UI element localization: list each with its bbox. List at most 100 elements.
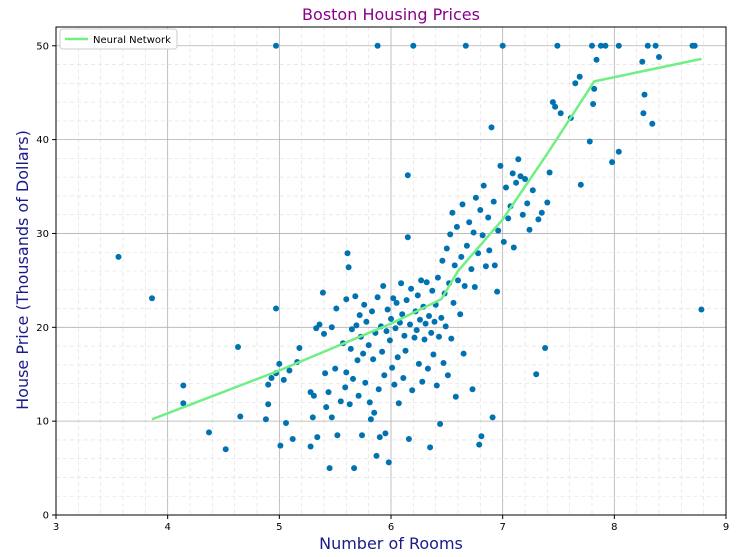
- data-point: [391, 381, 398, 388]
- data-point: [348, 326, 355, 333]
- data-point: [426, 313, 432, 319]
- data-point: [458, 253, 465, 260]
- data-point: [325, 389, 332, 396]
- data-point: [386, 337, 393, 344]
- data-point: [519, 211, 526, 218]
- data-point: [495, 227, 502, 234]
- data-point: [382, 430, 389, 437]
- data-point: [652, 42, 659, 49]
- data-point: [322, 370, 329, 377]
- data-point: [463, 242, 470, 249]
- data-point: [438, 314, 445, 321]
- data-point: [375, 386, 382, 393]
- data-point: [265, 381, 272, 388]
- data-point: [415, 360, 422, 367]
- data-point: [609, 159, 616, 166]
- data-point: [513, 179, 520, 186]
- data-point: [369, 308, 375, 315]
- data-point: [307, 443, 314, 450]
- data-point: [424, 365, 431, 372]
- data-point: [180, 382, 187, 389]
- data-point: [410, 42, 417, 49]
- data-point: [698, 306, 705, 313]
- data-point: [515, 156, 522, 163]
- data-point: [421, 336, 428, 343]
- data-point: [276, 360, 283, 367]
- data-point: [505, 215, 512, 222]
- data-point: [526, 226, 533, 233]
- data-point: [385, 459, 392, 466]
- data-point: [344, 250, 351, 257]
- data-point: [334, 432, 341, 439]
- data-point: [482, 263, 489, 270]
- data-point: [365, 342, 372, 349]
- data-point: [296, 345, 303, 351]
- data-point: [494, 288, 501, 295]
- x-tick-label: 7: [499, 522, 505, 533]
- data-point: [576, 73, 583, 80]
- data-point: [328, 324, 335, 331]
- data-point: [433, 382, 440, 389]
- data-point: [440, 360, 447, 366]
- data-point: [402, 347, 409, 354]
- data-point: [500, 238, 507, 245]
- data-point: [332, 365, 339, 372]
- data-point: [380, 283, 387, 289]
- data-point: [491, 262, 498, 269]
- data-point: [413, 327, 420, 334]
- data-point: [447, 231, 454, 238]
- data-point: [439, 257, 446, 264]
- data-point: [277, 442, 284, 449]
- data-point: [149, 295, 155, 302]
- data-point: [517, 173, 524, 180]
- y-axis-label: House Price (Thousands of Dollars): [13, 130, 32, 410]
- data-point: [466, 219, 473, 226]
- data-point: [480, 182, 487, 189]
- data-point: [427, 444, 434, 451]
- data-point: [351, 465, 358, 472]
- data-point: [289, 436, 296, 442]
- data-point: [400, 375, 407, 381]
- neural-network-line: [151, 57, 702, 421]
- data-point: [414, 292, 421, 299]
- data-point: [352, 293, 359, 300]
- data-point: [389, 364, 396, 371]
- data-point: [347, 345, 354, 352]
- data-point: [486, 247, 493, 254]
- minor-grid: [56, 27, 726, 515]
- data-point: [401, 332, 408, 339]
- data-point: [429, 287, 436, 294]
- data-point: [488, 124, 495, 131]
- data-point: [398, 280, 405, 287]
- data-point: [361, 301, 368, 308]
- data-point: [656, 54, 662, 60]
- data-point: [390, 295, 397, 302]
- data-point: [529, 187, 536, 194]
- data-point: [405, 436, 412, 442]
- data-point: [265, 401, 272, 408]
- data-point: [544, 199, 551, 206]
- data-point: [443, 245, 450, 252]
- data-point: [392, 325, 399, 332]
- data-point: [691, 42, 698, 49]
- data-point: [423, 279, 430, 286]
- data-point: [309, 414, 316, 421]
- data-point: [407, 321, 413, 328]
- data-point: [381, 372, 388, 379]
- y-tick-label: 20: [36, 323, 49, 334]
- y-tick-label: 50: [36, 41, 49, 52]
- data-point: [419, 378, 426, 385]
- data-point: [479, 232, 486, 239]
- data-point: [374, 294, 381, 301]
- data-point: [237, 413, 244, 420]
- data-point: [434, 274, 441, 281]
- data-point: [450, 299, 457, 306]
- data-point: [524, 200, 531, 207]
- data-point: [359, 432, 365, 439]
- data-point: [577, 181, 584, 188]
- data-point: [641, 91, 648, 98]
- data-point: [649, 120, 656, 127]
- data-point: [461, 283, 468, 289]
- data-point: [408, 285, 415, 292]
